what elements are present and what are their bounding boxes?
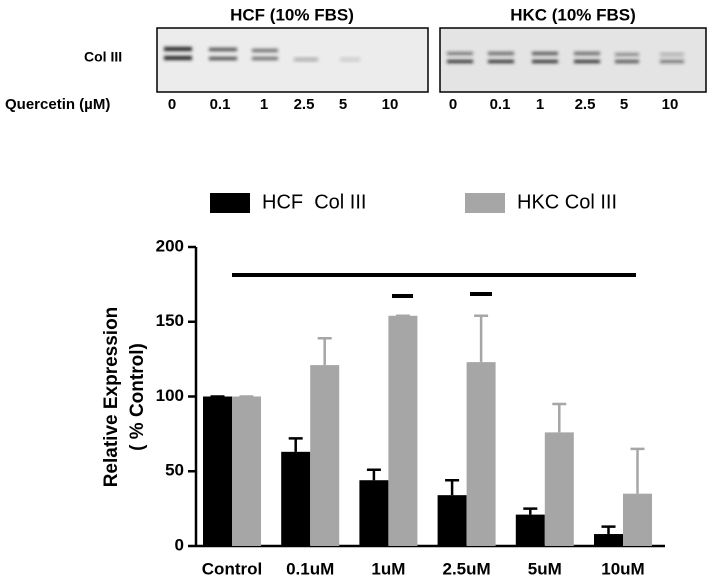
legend-label: HKC Col III: [517, 191, 617, 213]
lane-label: 0: [449, 96, 457, 113]
y-axis-label: ( % Control): [127, 343, 148, 451]
error-bar: [601, 525, 616, 535]
lane-label: 5: [620, 96, 628, 113]
y-tick-label: 200: [156, 236, 184, 255]
lane-label: 10: [382, 96, 399, 113]
western-blot: HCF (10% FBS) HKC (10% FBS) Col III Quer…: [5, 5, 707, 113]
bar: [515, 514, 545, 546]
lane-label: 2.5: [575, 96, 596, 113]
legend-label: HCF Col III: [262, 191, 366, 213]
error-bar: [288, 437, 303, 452]
error-bar: [474, 314, 489, 363]
lane-label: 1: [536, 96, 544, 113]
blot-bands: [164, 47, 684, 63]
y-tick-label: 150: [156, 311, 184, 330]
bar: [310, 365, 340, 546]
lane-axis-label: Quercetin (µM): [5, 96, 110, 113]
bar: [281, 451, 311, 546]
error-bar: [630, 447, 645, 494]
bar: [203, 396, 232, 546]
bar: [388, 315, 418, 546]
error-bar: [552, 402, 567, 433]
x-tick-label: 5uM: [528, 559, 562, 578]
legend-swatch: [210, 193, 250, 213]
x-tick-label: Control: [202, 559, 262, 578]
error-bar: [317, 336, 332, 366]
error-bar: [445, 478, 460, 496]
lane-label: 2.5: [294, 96, 315, 113]
error-bar: [523, 507, 538, 515]
x-tick-label: 1uM: [371, 559, 405, 578]
bar: [594, 534, 623, 546]
bar: [466, 362, 496, 546]
panel-title: HKC (10% FBS): [510, 5, 636, 24]
lane-label: 0.1: [210, 96, 231, 113]
panel-title: HCF (10% FBS): [230, 5, 354, 24]
lane-label: 1: [260, 96, 268, 113]
y-tick-label: 50: [165, 461, 184, 480]
bar: [437, 495, 467, 546]
bar: [232, 396, 261, 546]
x-tick-label: 10uM: [601, 559, 644, 578]
y-tick-label: 100: [156, 386, 184, 405]
lane-label: 0: [168, 96, 176, 113]
x-tick-label: 2.5uM: [443, 559, 491, 578]
blot-panel: [156, 27, 429, 93]
row-label: Col III: [84, 49, 122, 65]
x-tick-label: 0.1uM: [286, 559, 334, 578]
lane-label: 0.1: [490, 96, 511, 113]
legend-swatch: [465, 193, 505, 213]
bar: [359, 480, 389, 546]
y-tick-label: 0: [175, 535, 184, 554]
lane-label: 5: [339, 96, 347, 113]
lane-label: 10: [662, 96, 679, 113]
bar: [623, 493, 652, 546]
bar: [544, 432, 574, 546]
error-bar: [366, 468, 381, 481]
y-axis-label: Relative Expression: [101, 307, 122, 488]
